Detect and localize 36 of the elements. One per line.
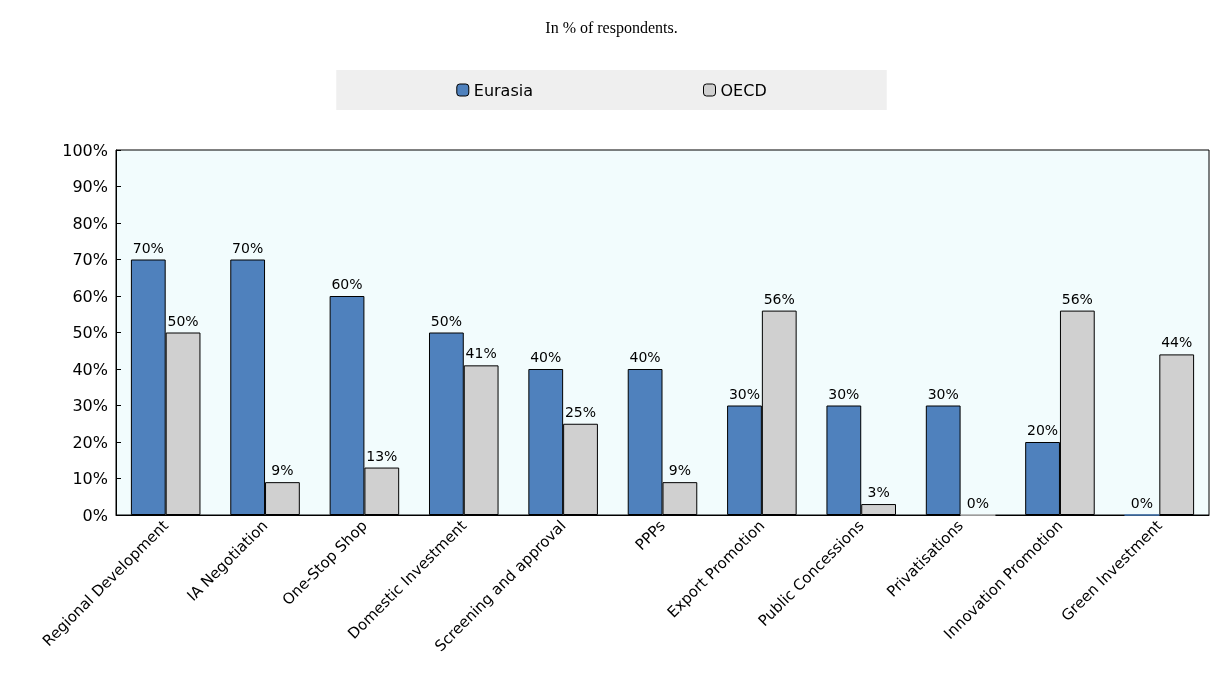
data-label: 30%: [927, 385, 959, 402]
legend-label: OECD: [720, 80, 767, 100]
data-label: 56%: [763, 290, 795, 307]
data-label: 0%: [1130, 494, 1154, 511]
data-label: 13%: [366, 447, 398, 464]
data-label: 41%: [465, 345, 497, 362]
y-tick-label: 50%: [72, 323, 108, 342]
data-label: 30%: [828, 385, 860, 402]
data-label: 40%: [530, 349, 562, 365]
data-label: 20%: [1027, 422, 1059, 438]
data-label: 44%: [1161, 334, 1193, 351]
y-tick-label: 0%: [82, 505, 108, 525]
data-label: 70%: [232, 239, 264, 256]
y-tick-label: 60%: [72, 286, 108, 306]
y-tick-label: 30%: [72, 396, 108, 415]
y-tick-label: 90%: [72, 177, 108, 196]
data-label: 50%: [167, 312, 199, 329]
y-tick-label: 80%: [72, 213, 108, 233]
data-label: 56%: [1061, 290, 1093, 307]
data-label: 30%: [728, 385, 761, 402]
legend-label: Eurasia: [473, 80, 534, 100]
data-label: 9%: [271, 462, 294, 479]
chart-title: In % of respondents.: [545, 18, 678, 37]
y-tick-label: 70%: [72, 250, 108, 269]
data-label: 60%: [331, 276, 363, 292]
data-label: 25%: [564, 403, 597, 420]
y-tick-label: 100%: [62, 140, 108, 160]
data-label: 40%: [629, 349, 661, 365]
y-tick-label: 20%: [72, 432, 108, 452]
data-label: 0%: [966, 494, 990, 511]
y-tick-label: 10%: [72, 469, 108, 488]
y-tick-label: 40%: [72, 359, 108, 379]
data-label: 50%: [430, 312, 462, 329]
data-label: 9%: [668, 462, 691, 479]
data-label: 70%: [132, 239, 164, 256]
data-label: 3%: [867, 484, 890, 501]
